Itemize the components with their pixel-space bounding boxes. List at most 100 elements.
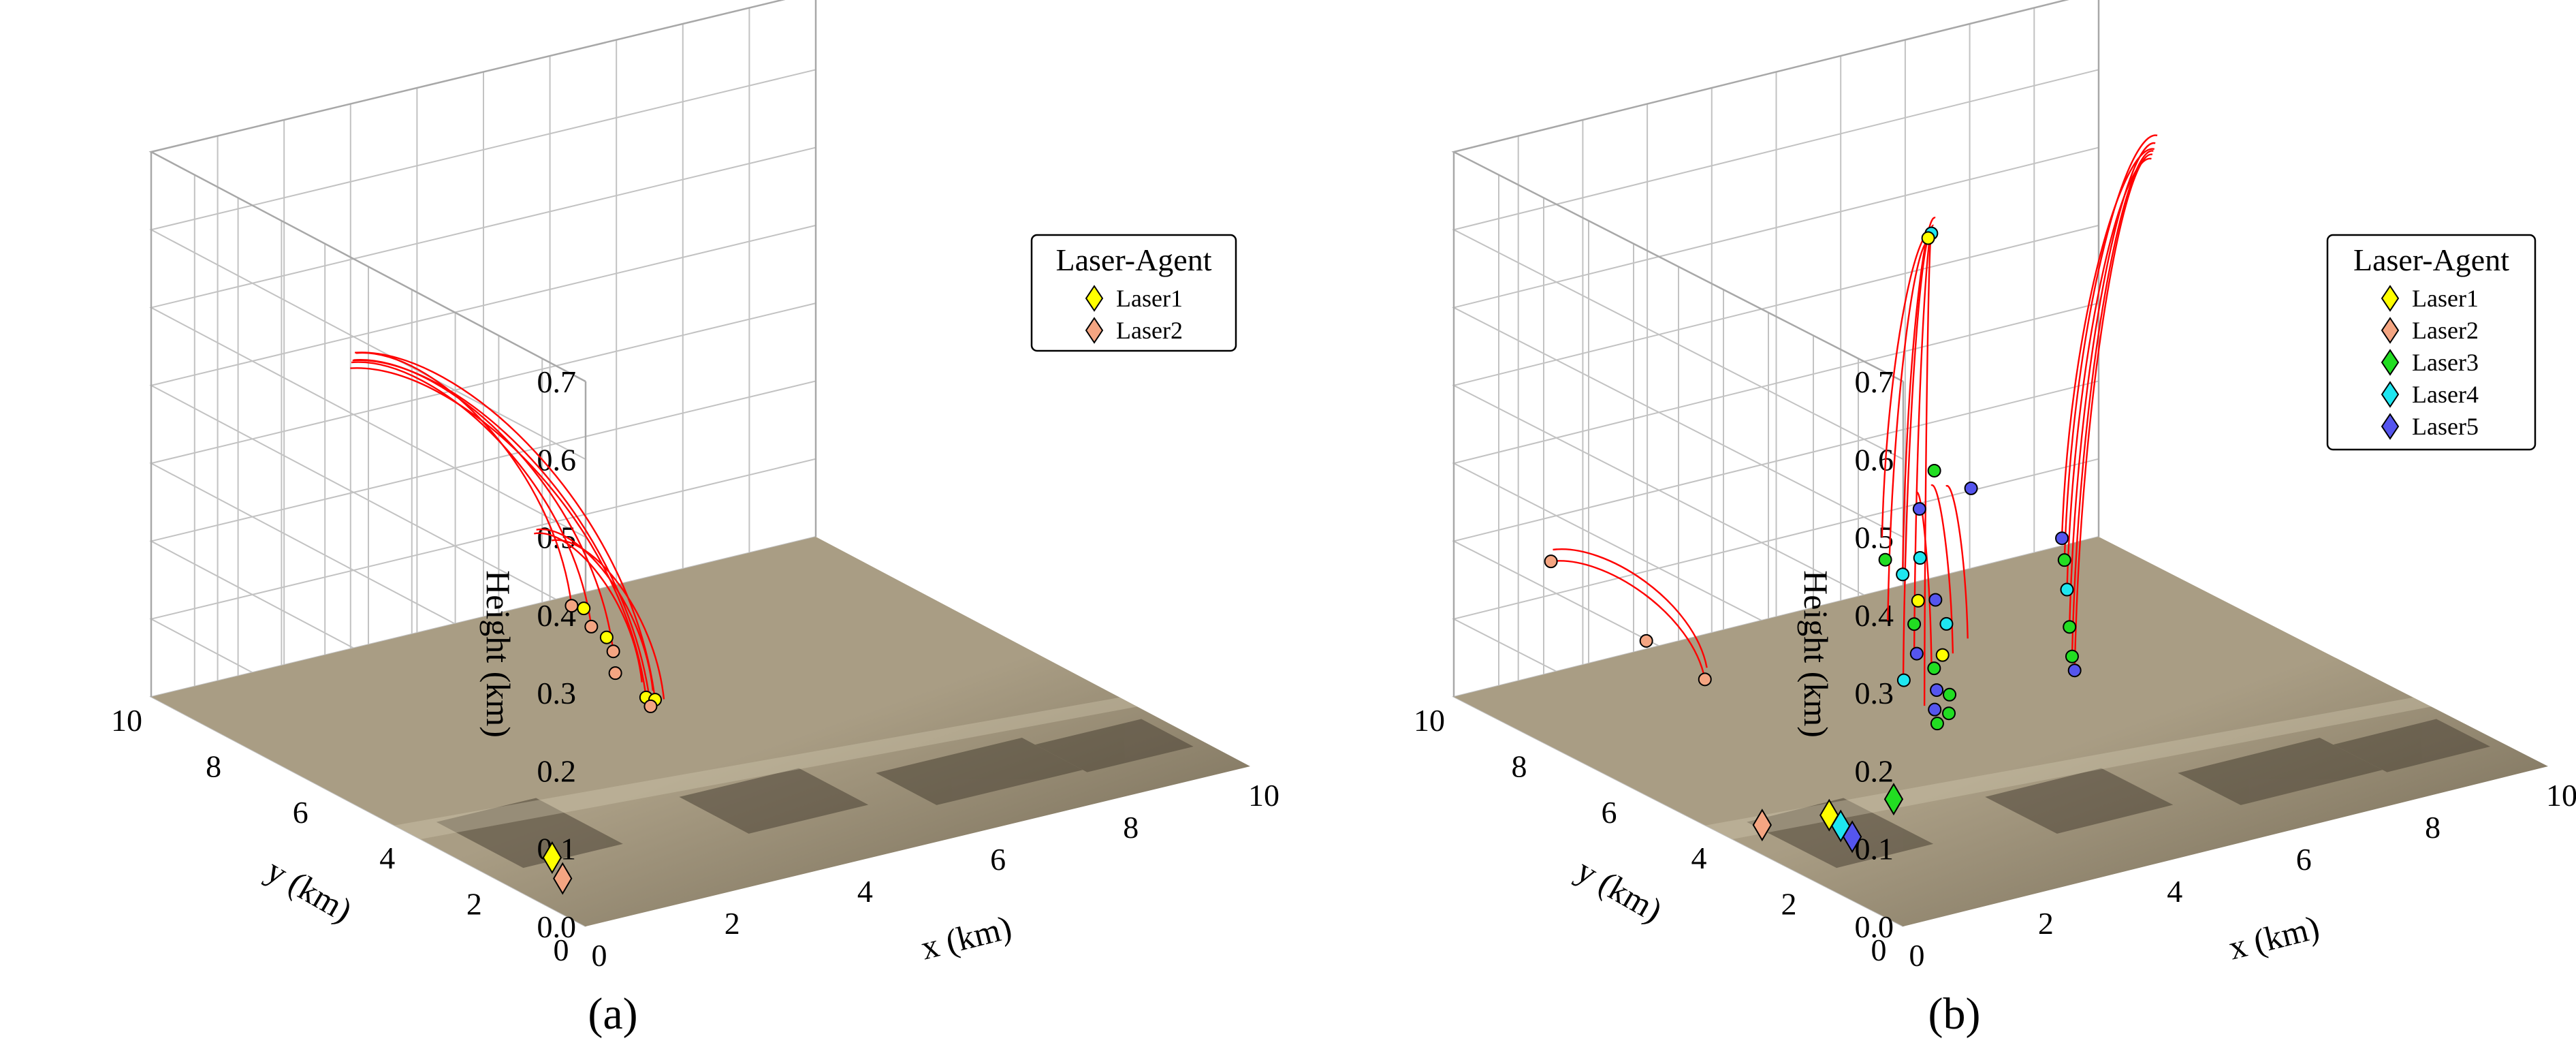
- trajectory-line: [1901, 217, 1936, 575]
- target-point: [584, 619, 599, 633]
- y-tick-label: 8: [1512, 749, 1527, 783]
- trajectory-line: [1553, 548, 1708, 668]
- x-tick-label: 10: [1248, 778, 1279, 813]
- legend-entry-laser2: Laser2: [1116, 317, 1183, 344]
- targets: [565, 599, 663, 713]
- terrain-highlight: [394, 697, 1138, 839]
- trajectory-line: [1551, 560, 1706, 680]
- target-point: [2060, 582, 2074, 597]
- laser-agent-marker: [1752, 809, 1772, 842]
- z-tick-label: 0.2: [1855, 753, 1894, 788]
- target-point: [2063, 620, 2077, 634]
- legend-marker-laser2: [1085, 317, 1104, 344]
- z-tick-label: 0.6: [537, 442, 577, 477]
- target-point: [2057, 553, 2071, 567]
- target-point: [2065, 649, 2079, 663]
- target-point: [1927, 463, 1941, 478]
- terrain-patch: [679, 768, 869, 834]
- trajectory-line: [351, 361, 592, 627]
- targets: [1544, 226, 2082, 731]
- y-axis-label: y (km): [260, 851, 359, 930]
- y-tick-label: 4: [379, 841, 395, 875]
- target-point: [1930, 683, 1944, 698]
- legend-box: [1030, 234, 1237, 352]
- y-axis-label: y (km): [1570, 851, 1669, 930]
- y-tick-label: 8: [206, 749, 221, 783]
- panel-a: 0.00.10.20.30.40.50.60.702468100246810x …: [111, 0, 1279, 1039]
- x-tick-label: 0: [592, 938, 607, 973]
- z-tick-label: 0.3: [537, 676, 577, 710]
- legend-marker-laser5: [2381, 413, 2400, 440]
- trajectory-line: [2066, 157, 2152, 590]
- target-point: [1913, 551, 1927, 565]
- target-point: [565, 599, 579, 613]
- target-point: [1935, 648, 1950, 662]
- x-tick-label: 4: [2167, 874, 2182, 909]
- legend: Laser-Agent Laser1 Laser2: [1030, 234, 1237, 352]
- target-point: [1907, 617, 1922, 631]
- y-tick-label: 6: [293, 795, 308, 830]
- x-tick-label: 2: [2038, 906, 2054, 941]
- legend-entry-laser1: Laser1: [1116, 285, 1183, 312]
- trajectory-line: [1887, 240, 1930, 621]
- target-point: [1930, 717, 1944, 731]
- ground-map: [151, 537, 1250, 926]
- target-point: [1939, 616, 1954, 631]
- trajectory-line: [2061, 148, 2155, 539]
- target-point: [1928, 702, 1942, 717]
- z-tick-label: 0.0: [1855, 909, 1894, 944]
- legend-title: Laser-Agent: [2353, 242, 2509, 277]
- x-axis-label: x (km): [2225, 908, 2323, 967]
- target-point: [1639, 633, 1653, 648]
- trajectory-line: [350, 367, 648, 698]
- y-tick-label: 4: [1691, 841, 1707, 875]
- z-tick-label: 0.0: [537, 909, 577, 944]
- panel-b: 0.00.10.20.30.40.50.60.702468100246810x …: [1414, 0, 2576, 1039]
- target-point: [608, 666, 622, 680]
- y-tick-label: 2: [466, 887, 482, 922]
- trajectory-line: [2071, 150, 2154, 657]
- x-tick-label: 4: [857, 874, 873, 909]
- legend-box: [2326, 234, 2537, 451]
- x-tick-label: 10: [2546, 778, 2576, 813]
- target-point: [1878, 552, 1892, 567]
- trajectory-line: [355, 351, 656, 700]
- z-axis-label: Height (km): [479, 570, 518, 738]
- x-tick-label: 8: [1123, 810, 1139, 845]
- y-tick-label: 0: [1871, 933, 1887, 967]
- target-point: [2055, 531, 2069, 546]
- z-tick-label: 0.6: [1855, 442, 1894, 477]
- terrain-patch: [2178, 738, 2383, 805]
- terrain-patch: [1985, 768, 2174, 834]
- laser-agent-marker: [542, 841, 562, 874]
- target-point: [1921, 231, 1935, 245]
- trajectories: [350, 351, 665, 707]
- legend-entry-laser5: Laser5: [2412, 413, 2479, 440]
- legend: Laser-Agent Laser1 Laser2 Laser3 Laser4 Laser…: [2326, 234, 2537, 451]
- x-tick-label: 0: [1909, 938, 1925, 973]
- legend-marker-laser2: [2381, 317, 2400, 344]
- x-axis-label: x (km): [917, 908, 1015, 967]
- target-point: [1896, 567, 1910, 582]
- laser-agents: [1752, 783, 1904, 854]
- laser-agent-marker: [553, 862, 573, 895]
- terrain-patch: [2333, 719, 2491, 772]
- y-tick-label: 10: [1414, 703, 1445, 738]
- legend-entry-laser2: Laser2: [2412, 317, 2479, 344]
- x-tick-label: 6: [990, 842, 1006, 877]
- y-tick-label: 6: [1602, 795, 1617, 830]
- legend-title: Laser-Agent: [1056, 242, 1212, 277]
- trajectory-line: [353, 359, 614, 652]
- laser-agents: [542, 841, 573, 895]
- z-tick-label: 0.5: [1855, 520, 1894, 555]
- trajectory-line: [551, 539, 665, 700]
- y-tick-label: 0: [554, 933, 569, 967]
- target-point: [2067, 663, 2082, 678]
- grid: [148, 0, 817, 927]
- x-tick-label: 2: [725, 906, 740, 941]
- target-point: [1896, 673, 1911, 687]
- target-point: [1927, 661, 1941, 676]
- x-tick-label: 6: [2296, 842, 2312, 877]
- target-point: [1964, 481, 1978, 495]
